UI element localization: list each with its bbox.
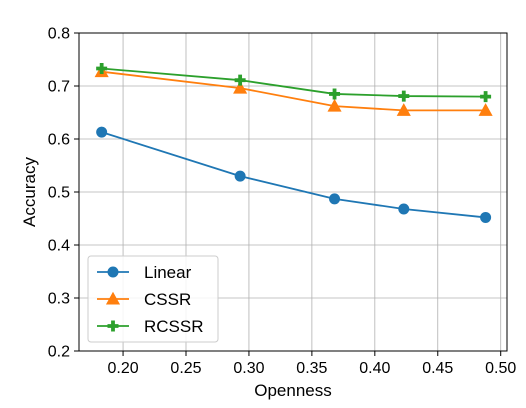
y-tick-label-4: 0.6 — [48, 132, 70, 149]
x-tick-label-4: 0.40 — [359, 360, 390, 377]
y-tick-label-5: 0.7 — [48, 79, 70, 96]
x-tick-label-3: 0.35 — [296, 360, 327, 377]
y-axis-label: Accuracy — [20, 157, 39, 227]
x-tick-label-0: 0.20 — [107, 360, 138, 377]
point-rcssr-1 — [234, 74, 246, 86]
series-group — [94, 63, 493, 223]
point-rcssr-3 — [398, 90, 410, 102]
point-linear-4 — [480, 211, 492, 223]
x-tick-label-5: 0.45 — [422, 360, 453, 377]
point-cssr-1 — [233, 80, 248, 94]
series-linear — [96, 126, 492, 223]
y-tick-label-2: 0.4 — [48, 238, 70, 255]
point-cssr-2 — [327, 98, 342, 112]
legend-label-linear: Linear — [144, 263, 192, 282]
point-linear-0 — [96, 126, 108, 138]
point-linear-1 — [234, 170, 246, 182]
line-linear — [101, 131, 486, 219]
point-cssr-3 — [396, 103, 411, 116]
y-tick-label-0: 0.2 — [48, 344, 70, 361]
legend-label-rcssr: RCSSR — [144, 317, 204, 336]
y-tick-label-1: 0.3 — [48, 291, 70, 308]
legend-box — [87, 255, 219, 343]
legend-marker-rcssr — [107, 320, 119, 332]
legend-marker-linear — [107, 266, 119, 278]
legend-marker-cssr — [105, 291, 121, 305]
point-rcssr-2 — [329, 88, 341, 100]
x-tick-label-2: 0.30 — [233, 360, 264, 377]
axes: 0.20 0.25 0.30 0.35 0.40 0.45 0.50 0.2 0.3 0.4 0.5… — [48, 26, 517, 378]
legend-label-cssr: CSSR — [144, 290, 191, 309]
line-rcssr — [101, 67, 486, 98]
line-cssr — [101, 70, 486, 112]
x-tick-label-6: 0.50 — [485, 360, 516, 377]
series-rcssr — [96, 63, 492, 103]
point-rcssr-0 — [96, 63, 108, 75]
point-rcssr-4 — [480, 91, 492, 103]
y-tick-label-3: 0.5 — [48, 185, 70, 202]
point-cssr-4 — [478, 103, 493, 116]
x-tick-label-1: 0.25 — [170, 360, 201, 377]
y-tick-label-6: 0.8 — [48, 26, 70, 43]
x-axis-label: Openness — [254, 381, 332, 400]
legend: Linear CSSR RCSSR — [87, 255, 219, 343]
point-linear-3 — [398, 203, 410, 215]
point-linear-2 — [329, 193, 341, 205]
